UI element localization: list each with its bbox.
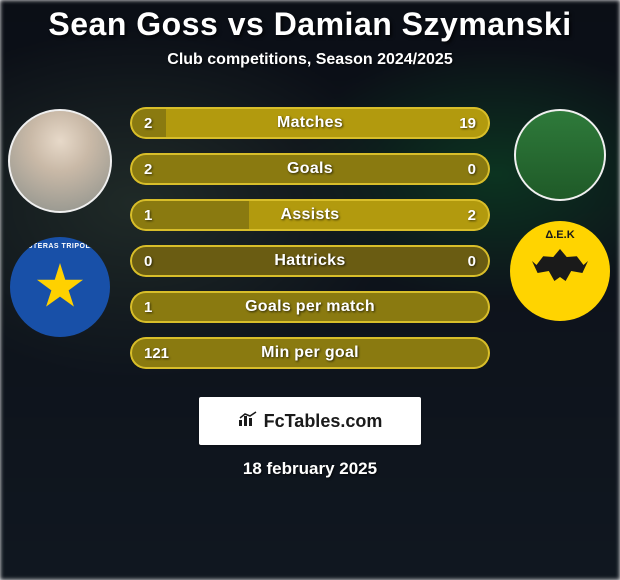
stat-bars: Matches219Goals20Assists12Hattricks00Goa… (120, 107, 500, 369)
stat-value-right: 0 (454, 153, 490, 185)
stat-label: Min per goal (130, 337, 490, 369)
stat-value-right (462, 291, 490, 323)
date-label: 18 february 2025 (0, 459, 620, 479)
stat-value-right: 19 (445, 107, 490, 139)
stat-bar: Hattricks0 0 (130, 245, 490, 277)
stat-bar: Matches2 19 (130, 107, 490, 139)
avatar-placeholder (516, 111, 604, 199)
stat-bar: Goals2 0 (130, 153, 490, 185)
subtitle: Club competitions, Season 2024/2025 (0, 51, 620, 69)
player-right-club-crest (510, 221, 610, 321)
stat-value-left: 1 (130, 199, 166, 231)
watermark-label: FcTables.com (264, 411, 383, 432)
watermark: FcTables.com (199, 397, 421, 445)
aek-crest-icon (510, 221, 610, 321)
stat-value-right: 2 (454, 199, 490, 231)
stat-label: Goals (130, 153, 490, 185)
stat-value-right: 0 (454, 245, 490, 277)
infographic-card: Sean Goss vs Damian Szymanski Club compe… (0, 0, 620, 580)
watermark-text: FcTables.com (238, 411, 383, 432)
player-left-avatar (8, 109, 112, 213)
stat-value-left: 2 (130, 153, 166, 185)
player-right-avatar (514, 109, 606, 201)
asteras-crest-icon (10, 237, 110, 337)
stat-bar: Min per goal121 (130, 337, 490, 369)
stat-label: Matches (130, 107, 490, 139)
player-left-column (0, 99, 120, 337)
stat-label: Goals per match (130, 291, 490, 323)
stat-value-left: 121 (130, 337, 183, 369)
stat-value-left: 1 (130, 291, 166, 323)
stat-value-right (462, 337, 490, 369)
page-title: Sean Goss vs Damian Szymanski (0, 6, 620, 43)
comparison-row: Matches219Goals20Assists12Hattricks00Goa… (0, 99, 620, 369)
stat-bar: Assists1 2 (130, 199, 490, 231)
player-right-column (500, 99, 620, 321)
chart-icon (238, 411, 260, 432)
avatar-placeholder (10, 111, 110, 211)
stat-bar: Goals per match1 (130, 291, 490, 323)
player-left-club-crest (10, 237, 110, 337)
stat-label: Hattricks (130, 245, 490, 277)
stat-value-left: 2 (130, 107, 166, 139)
stat-label: Assists (130, 199, 490, 231)
stat-value-left: 0 (130, 245, 166, 277)
